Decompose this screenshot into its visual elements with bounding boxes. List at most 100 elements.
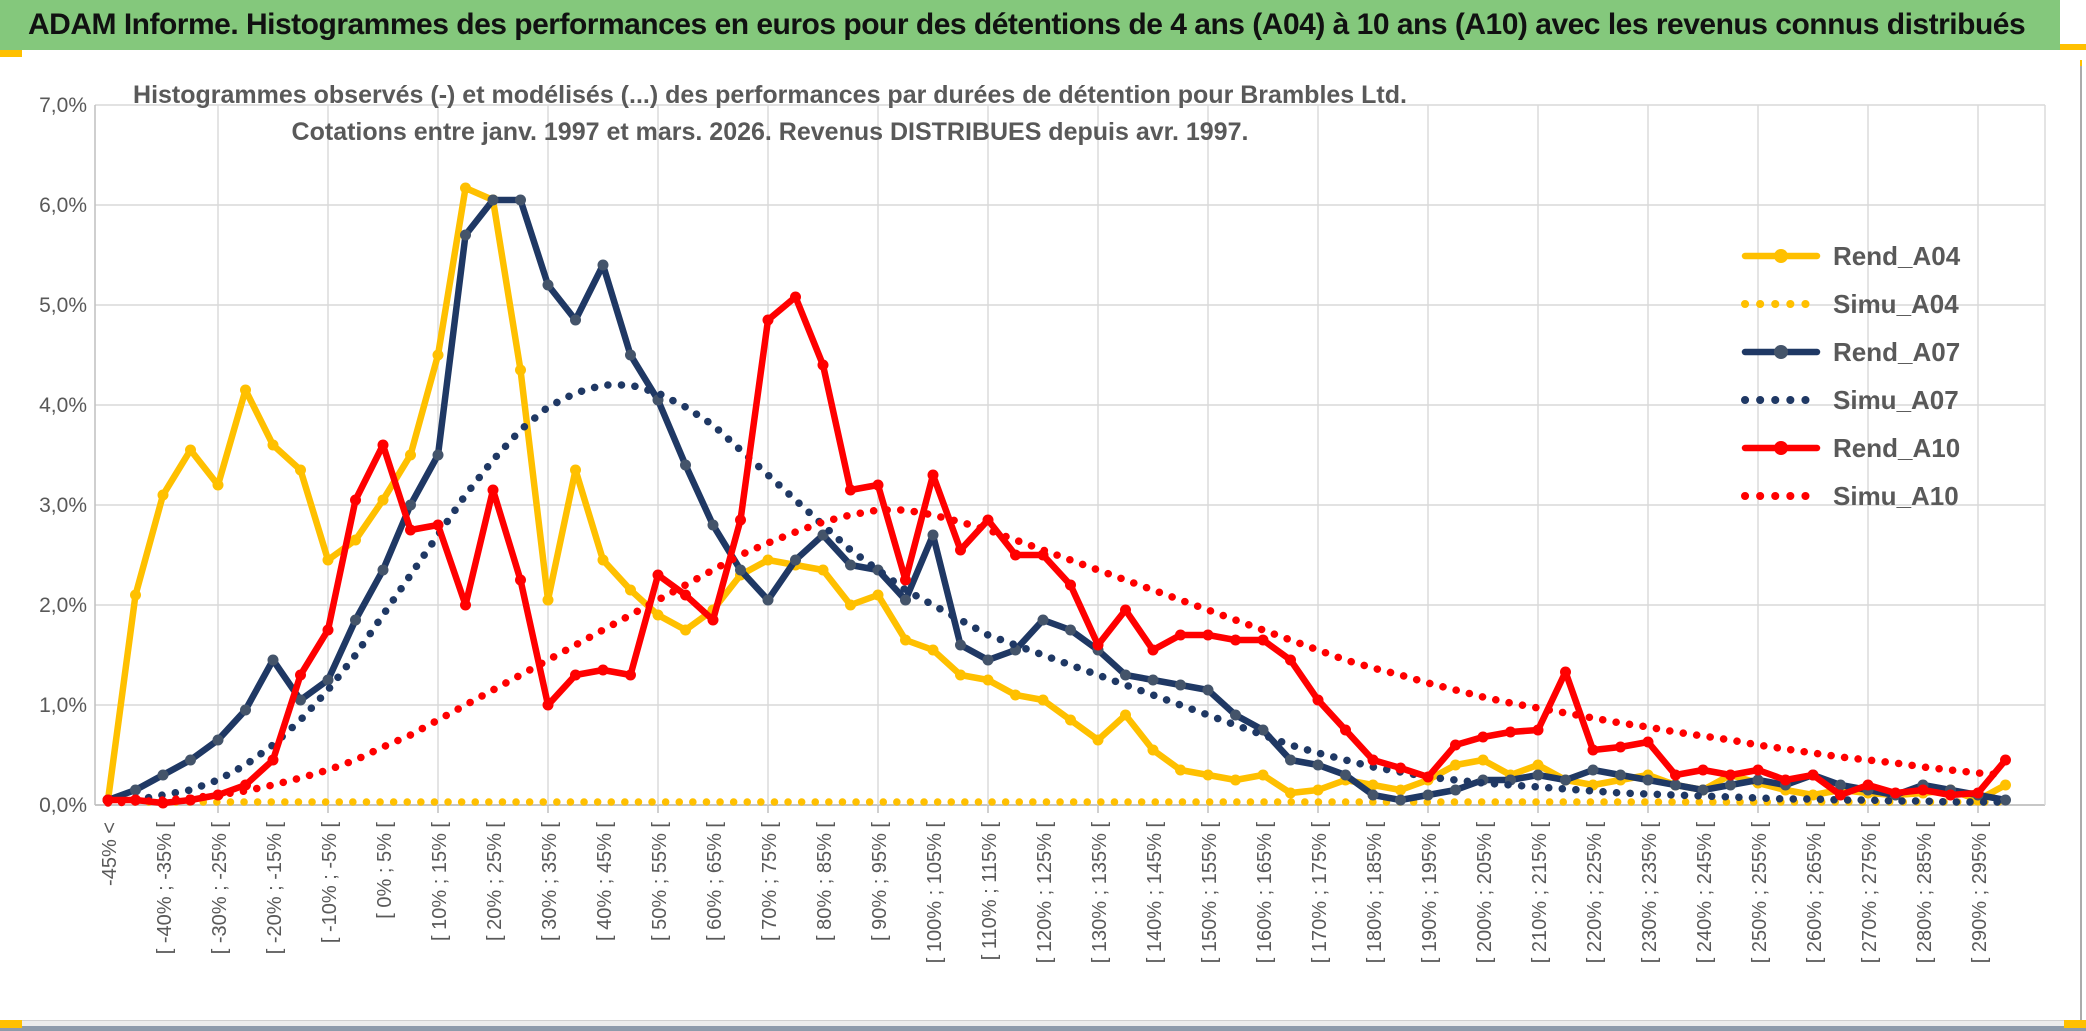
x-axis-tick-label: [ 250% ; 255% [ — [1749, 822, 1771, 964]
series-Rend_A10-marker — [1312, 694, 1324, 706]
legend-label-Rend_A07: Rend_A07 — [1833, 337, 1960, 367]
series-Rend_A10-marker — [2000, 754, 2011, 766]
series-Rend_A04-marker — [1312, 784, 1324, 796]
y-axis-tick-label: 4,0% — [39, 394, 87, 417]
series-Rend_A10-marker — [1395, 762, 1406, 774]
series-Rend_A07-marker — [1450, 784, 1461, 796]
series-Rend_A10-marker — [542, 699, 554, 711]
legend-item-Simu_A07: Simu_A07 — [1741, 385, 1959, 415]
series-Rend_A04-marker — [130, 589, 141, 601]
series-Rend_A07-marker — [157, 769, 169, 781]
series-Rend_A07-marker — [625, 349, 636, 361]
series-Rend_A10-marker — [1807, 769, 1819, 781]
bottom-left-accent — [0, 1020, 22, 1028]
series-Rend_A10-marker — [1065, 579, 1076, 591]
x-axis-tick-label: [ 230% ; 235% [ — [1639, 822, 1661, 964]
series-Rend_A07-marker — [350, 614, 361, 626]
series-Rend_A10-marker — [1532, 724, 1544, 736]
series-Rend_A04-marker — [1092, 734, 1104, 746]
x-axis-tick-label: [ 150% ; 155% [ — [1199, 822, 1221, 964]
series-Rend_A07-marker — [1037, 614, 1049, 626]
series-Rend_A07-marker — [790, 554, 801, 566]
x-axis-tick-label: [ 80% ; 85% [ — [814, 822, 836, 941]
series-Rend_A04-marker — [185, 444, 196, 456]
series-Rend_A10-marker — [515, 574, 526, 586]
series-Rend_A10-marker — [1862, 779, 1874, 791]
x-axis-tick-label: [ 120% ; 125% [ — [1034, 822, 1056, 964]
series-Rend_A10-marker — [1835, 789, 1846, 801]
series-Rend_A10-marker — [1642, 736, 1654, 748]
x-axis-tick-label: [ -20% ; -15% [ — [264, 822, 286, 955]
x-axis-tick-label: [ 130% ; 135% [ — [1089, 822, 1111, 964]
series-Rend_A07-marker — [570, 314, 581, 326]
series-Rend_A07-marker — [707, 519, 719, 531]
series-Rend_A07-marker — [460, 229, 471, 241]
series-Rend_A04-line — [104, 184, 2009, 804]
series-Rend_A07-marker — [1285, 754, 1296, 766]
y-axis-tick-label: 7,0% — [39, 94, 87, 117]
series-Rend_A04-marker — [762, 554, 774, 566]
series-Rend_A07-marker — [1257, 724, 1269, 736]
series-Rend_A07-marker — [1615, 769, 1626, 781]
x-axis-tick-label: [ 100% ; 105% [ — [924, 822, 946, 964]
series-Rend_A07-marker — [597, 259, 609, 271]
series-Rend_A10-marker — [625, 669, 636, 681]
series-Rend_A10-marker — [1670, 769, 1681, 781]
series-Rend_A10-marker — [267, 754, 279, 766]
series-Rend_A04-marker — [955, 669, 966, 681]
series-Rend_A10-marker — [1202, 629, 1214, 641]
series-Rend_A10-marker — [1367, 754, 1379, 766]
series-Rend_A04-marker — [1065, 714, 1076, 726]
legend-label-Rend_A10: Rend_A10 — [1833, 433, 1960, 463]
top-left-accent — [0, 50, 22, 57]
y-axis-tick-label: 2,0% — [39, 594, 87, 617]
x-axis-tick-label: [ -10% ; -5% [ — [319, 822, 341, 944]
y-axis-tick-label: 1,0% — [39, 694, 87, 717]
series-Rend_A10-marker — [487, 484, 499, 496]
series-Rend_A07-line — [104, 196, 2009, 804]
series-Rend_A10-marker — [845, 484, 856, 496]
x-axis-tick-label: [ 280% ; 285% [ — [1914, 822, 1936, 964]
series-Rend_A10-marker — [1725, 769, 1736, 781]
series-Rend_A07-marker — [377, 564, 389, 576]
series-Rend_A10-marker — [762, 314, 774, 326]
series-Rend_A07-marker — [817, 529, 829, 541]
series-Rend_A07-marker — [267, 654, 279, 666]
series-Simu_A07-dotted-line — [104, 381, 2010, 806]
chart-title-line1: Histogrammes observés (-) et modélisés (… — [133, 81, 1407, 109]
series-Rend_A10-marker — [570, 669, 581, 681]
series-Rend_A10-marker — [1092, 639, 1104, 651]
series-Rend_A04-marker — [1367, 779, 1379, 791]
series-Rend_A07-marker — [845, 559, 856, 571]
x-axis-tick-label: [ 140% ; 145% [ — [1144, 822, 1166, 964]
series-Rend_A07-marker — [405, 499, 416, 511]
series-Rend_A04-marker — [1037, 694, 1049, 706]
series-Rend_A10-marker — [1175, 629, 1186, 641]
series-Rend_A04-marker — [1147, 744, 1159, 756]
series-Rend_A10-marker — [295, 669, 306, 681]
series-Rend_A10-marker — [377, 439, 389, 451]
series-Rend_A04-marker — [295, 464, 306, 476]
series-Rend_A04-marker — [1285, 787, 1296, 799]
title-bar: ADAM Informe. Histogrammes des performan… — [0, 0, 2060, 50]
series-Rend_A07-marker — [1752, 774, 1764, 786]
series-Rend_A04-marker — [212, 479, 224, 491]
bottom-scrollbar[interactable] — [0, 1026, 2086, 1031]
series-Rend_A10-marker — [1917, 784, 1929, 796]
series-Rend_A04-marker — [240, 384, 251, 396]
series-Rend_A10-marker — [1890, 787, 1901, 799]
series-Rend_A04-marker — [845, 599, 856, 611]
series-Rend_A10-marker — [1752, 764, 1764, 776]
series-Rend_A10-marker — [982, 514, 994, 526]
series-Rend_A04-marker — [1120, 709, 1131, 721]
series-Rend_A04-marker — [460, 182, 471, 194]
series-Rend_A10-marker — [927, 469, 939, 481]
series-Rend_A07-marker — [1175, 679, 1186, 691]
series-Rend_A07-marker — [185, 754, 196, 766]
series-Rend_A07-marker — [1230, 709, 1241, 721]
y-axis-tick-label: 0,0% — [39, 794, 87, 817]
series-Rend_A04-marker — [432, 349, 444, 361]
series-Rend_A10-marker — [817, 359, 829, 371]
series-Rend_A04-marker — [625, 584, 636, 596]
y-axis-tick-label: 6,0% — [39, 194, 87, 217]
